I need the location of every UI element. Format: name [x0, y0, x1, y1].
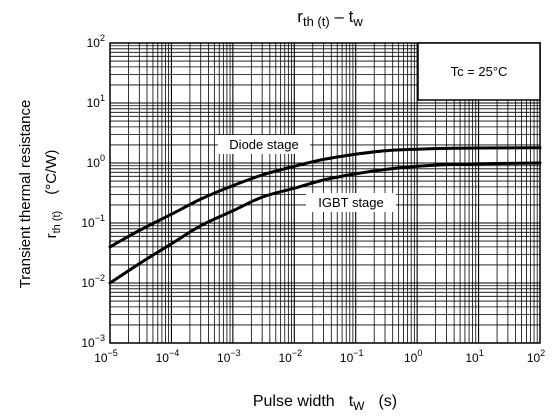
y-axis-label-line1: Transient thermal resistance	[17, 100, 34, 289]
x-tick-label: 10−1	[340, 348, 364, 365]
y-tick-labels: 10−3 10−2 10−1 100 101 102	[81, 33, 105, 350]
series-label-box-0	[218, 135, 310, 154]
x-tick-label: 10−2	[278, 348, 302, 365]
series-label-0: Diode stage	[229, 137, 298, 152]
series-line-1	[108, 161, 542, 285]
series-labels: Diode stage IGBT stage	[218, 135, 396, 212]
series-line-0	[108, 146, 542, 249]
y-tick-label: 10−3	[81, 333, 105, 350]
x-tick-label: 10−5	[94, 348, 118, 365]
y-tick-label: 10−2	[81, 273, 105, 290]
x-axis-label: Pulse width tW (s)	[253, 393, 397, 413]
x-tick-label: 10−4	[156, 348, 180, 365]
y-tick-label: 100	[87, 153, 105, 170]
condition-box: Tc = 25°C	[417, 42, 541, 101]
series-curves	[108, 146, 542, 285]
y-axis-label-line2: rth (t)(°C/W)	[43, 150, 63, 239]
plot-border	[109, 42, 541, 344]
condition-label: Tc = 25°C	[451, 64, 508, 79]
plot-frame	[109, 42, 541, 344]
series-label-box-1	[306, 193, 396, 212]
chart-title: rth (t) – tw	[297, 7, 363, 29]
x-tick-label: 101	[465, 348, 483, 365]
series-label-1: IGBT stage	[318, 195, 384, 210]
x-tick-label: 10−3	[217, 348, 241, 365]
y-tick-label: 101	[87, 93, 105, 110]
x-tick-label: 102	[527, 348, 545, 365]
y-tick-label: 10−1	[81, 213, 105, 230]
y-tick-label: 102	[87, 33, 105, 50]
x-tick-labels: 10−5 10−4 10−3 10−2 10−1 100 101 102	[94, 348, 545, 365]
x-tick-label: 100	[404, 348, 422, 365]
